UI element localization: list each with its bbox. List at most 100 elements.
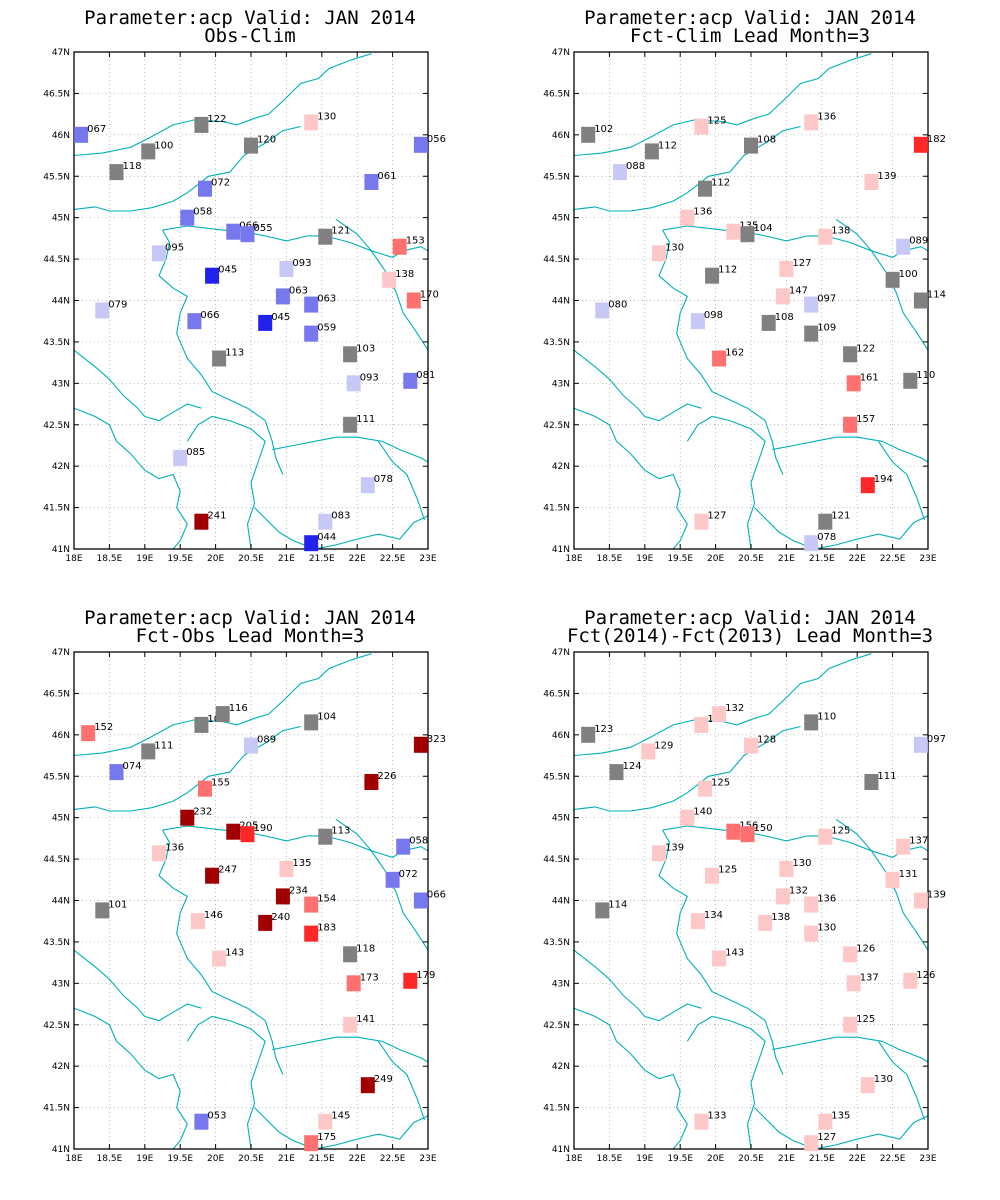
- lon-tick-label: 22.5E: [880, 554, 906, 564]
- station-value-label: 136: [693, 207, 712, 218]
- station-value-label: 072: [399, 869, 418, 880]
- station-value-label: 143: [225, 948, 244, 959]
- station-marker: [843, 1016, 858, 1033]
- station-value-label: 081: [416, 370, 435, 381]
- station-marker: [804, 535, 819, 552]
- station-value-label: 122: [207, 114, 226, 125]
- station-value-label: 138: [831, 226, 850, 237]
- border-line: [272, 436, 429, 463]
- station-marker: [360, 477, 375, 494]
- station-marker: [212, 350, 227, 367]
- station-marker: [804, 114, 819, 131]
- station-value-label: 125: [711, 778, 730, 789]
- station-value-label: 183: [317, 923, 336, 934]
- station-value-label: 059: [317, 323, 336, 334]
- station-marker: [152, 245, 166, 262]
- lon-tick-label: 18.5E: [597, 554, 623, 564]
- station-marker: [712, 350, 727, 367]
- border-line: [754, 1107, 929, 1150]
- lat-tick-label: 44.5N: [543, 855, 570, 865]
- station-value-label: 074: [123, 761, 142, 772]
- lat-tick-label: 42.5N: [543, 421, 570, 431]
- lon-tick-label: 18E: [65, 1154, 82, 1164]
- station-marker: [818, 828, 833, 845]
- station-marker: [775, 288, 790, 305]
- lat-tick-label: 45.5N: [543, 772, 570, 782]
- lon-tick-label: 22.5E: [380, 554, 406, 564]
- station-value-label: 110: [817, 711, 836, 722]
- lat-tick-label: 46N: [52, 131, 70, 141]
- station-value-label: 179: [416, 970, 435, 981]
- station-value-label: 044: [317, 532, 336, 543]
- lat-tick-label: 45N: [552, 214, 570, 224]
- station-value-label: 098: [704, 310, 723, 321]
- station-value-label: 130: [792, 858, 811, 869]
- lon-tick-label: 22E: [349, 554, 366, 564]
- station-value-label: 130: [665, 242, 684, 253]
- station-marker: [775, 888, 790, 905]
- station-value-label: 240: [271, 912, 290, 923]
- station-value-label: 112: [658, 140, 677, 151]
- lon-tick-label: 20.5E: [738, 1154, 764, 1164]
- border-line: [573, 53, 872, 157]
- station-value-label: 153: [406, 236, 425, 247]
- station-value-label: 118: [356, 943, 375, 954]
- station-marker: [698, 780, 712, 797]
- station-marker: [187, 313, 202, 330]
- station-marker: [304, 896, 319, 913]
- station-value-label: 089: [909, 236, 928, 247]
- station-value-label: 113: [331, 826, 350, 837]
- station-value-label: 140: [693, 807, 712, 818]
- panel-subtitle: Obs-Clim: [204, 25, 296, 47]
- station-value-label: 139: [665, 842, 684, 853]
- panel-title: Parameter:acp Valid: JAN 2014: [584, 7, 916, 29]
- station-marker: [304, 1135, 319, 1152]
- station-value-label: 190: [254, 823, 273, 834]
- station-marker: [913, 736, 928, 753]
- station-value-label: 126: [916, 970, 935, 981]
- border-line: [658, 829, 784, 1075]
- station-value-label: 127: [817, 1132, 836, 1143]
- station-value-label: 175: [317, 1132, 336, 1143]
- station-marker: [864, 174, 879, 190]
- lon-tick-label: 21.5E: [809, 554, 835, 564]
- lon-tick-label: 18.5E: [97, 1154, 123, 1164]
- lon-tick-label: 23E: [919, 1154, 936, 1164]
- station-value-label: 138: [395, 269, 414, 280]
- station-marker: [913, 136, 928, 153]
- lon-tick-label: 19.5E: [667, 1154, 693, 1164]
- station-marker: [194, 1113, 209, 1130]
- station-value-label: 139: [927, 890, 946, 901]
- station-value-label: 111: [154, 740, 173, 751]
- station-marker: [744, 737, 758, 754]
- lon-tick-label: 23E: [419, 554, 436, 564]
- station-value-label: 135: [292, 858, 311, 869]
- station-value-label: 104: [317, 711, 336, 722]
- lat-tick-label: 45.5N: [543, 172, 570, 182]
- lon-tick-label: 23E: [919, 554, 936, 564]
- station-markers: 067 118 100 122 120 130 056 061 072 058 066 055 121 1…: [74, 111, 446, 552]
- station-marker: [304, 114, 319, 131]
- station-marker: [885, 871, 900, 888]
- station-marker: [318, 228, 333, 245]
- station-marker: [860, 477, 875, 494]
- station-value-label: 101: [108, 899, 127, 910]
- station-marker: [705, 267, 720, 284]
- station-marker: [180, 209, 195, 226]
- station-value-label: 066: [200, 310, 219, 321]
- lat-tick-label: 42.5N: [543, 1021, 570, 1031]
- station-marker: [903, 972, 918, 989]
- station-marker: [343, 416, 358, 433]
- station-marker: [804, 896, 819, 913]
- station-value-label: 113: [225, 348, 244, 359]
- border-line: [772, 1036, 929, 1063]
- station-marker: [726, 823, 741, 840]
- station-value-label: 129: [654, 740, 673, 751]
- station-marker: [860, 1077, 875, 1094]
- station-marker: [694, 118, 709, 135]
- station-marker: [226, 223, 241, 240]
- lat-tick-label: 42.5N: [43, 421, 70, 431]
- station-marker: [804, 714, 819, 731]
- station-value-label: 143: [725, 948, 744, 959]
- lat-tick-label: 42N: [52, 462, 70, 472]
